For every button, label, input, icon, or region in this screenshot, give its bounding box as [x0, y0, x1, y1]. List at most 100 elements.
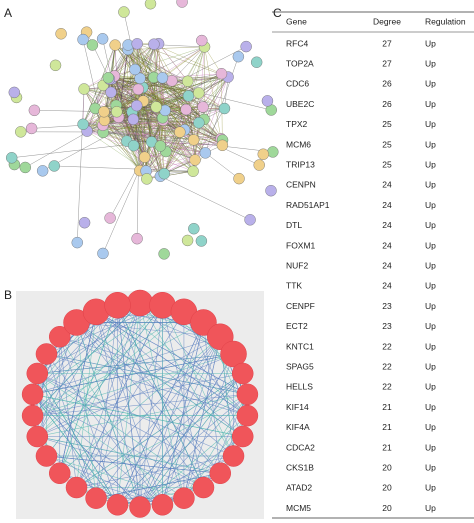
- edge: [127, 44, 225, 109]
- edge: [32, 304, 163, 395]
- edge: [95, 311, 221, 474]
- edge: [46, 455, 185, 499]
- node: [25, 122, 38, 135]
- edge: [115, 44, 154, 78]
- edge: [162, 336, 221, 505]
- edge: [193, 92, 200, 140]
- node: [174, 126, 186, 138]
- table-cell: HELLS: [286, 382, 313, 392]
- node: [35, 343, 58, 365]
- edge: [37, 311, 97, 437]
- table-cell: 20: [382, 462, 392, 472]
- edge: [127, 44, 196, 161]
- edge: [59, 336, 163, 505]
- edge: [59, 336, 248, 395]
- table-header: Degree: [373, 16, 401, 26]
- table-cell: KIF14: [286, 402, 309, 412]
- node: [21, 383, 44, 406]
- node: [49, 59, 62, 72]
- table-cell: Up: [425, 462, 436, 472]
- edge: [95, 89, 139, 109]
- edge: [162, 108, 225, 121]
- edge: [59, 311, 97, 474]
- edge: [110, 92, 157, 108]
- node: [97, 247, 109, 260]
- edge: [114, 75, 134, 146]
- table-cell: Up: [425, 442, 436, 452]
- table-cell: Up: [425, 281, 436, 291]
- node: [154, 140, 167, 152]
- table-cell: Up: [425, 159, 436, 169]
- table-cell: ECT2: [286, 321, 308, 331]
- edge: [110, 92, 185, 131]
- edge: [32, 394, 204, 488]
- node: [189, 154, 201, 166]
- node: [196, 34, 208, 47]
- edge: [32, 353, 234, 416]
- table-cell: CDCA2: [286, 442, 315, 452]
- edge: [139, 353, 234, 508]
- edge: [95, 311, 163, 505]
- node: [111, 106, 123, 118]
- table-cell: 27: [382, 38, 392, 48]
- node: [131, 38, 143, 50]
- edge: [102, 38, 112, 80]
- node: [158, 248, 170, 260]
- edge: [102, 110, 166, 254]
- node: [265, 184, 277, 197]
- edge: [37, 373, 204, 488]
- table-cell: 24: [382, 180, 392, 190]
- edge: [164, 132, 181, 174]
- node: [156, 72, 169, 84]
- panel-label: B: [4, 288, 12, 302]
- edge: [37, 305, 163, 437]
- table-cell: Up: [425, 99, 436, 109]
- edge: [76, 455, 234, 488]
- node: [141, 173, 153, 185]
- edge: [204, 46, 222, 139]
- edge: [139, 302, 185, 499]
- node: [144, 0, 157, 10]
- edge: [102, 43, 159, 133]
- node: [150, 101, 162, 113]
- node: [26, 362, 49, 385]
- table-cell: Up: [425, 79, 436, 89]
- table-cell: RAD51AP1: [286, 200, 330, 210]
- edge: [127, 44, 163, 78]
- edge: [101, 77, 163, 125]
- node: [232, 50, 245, 63]
- node: [126, 289, 154, 317]
- node: [180, 103, 192, 116]
- edge: [37, 373, 118, 505]
- node: [48, 325, 71, 348]
- table-cell: 20: [382, 503, 392, 513]
- node: [134, 72, 146, 85]
- edge: [162, 472, 221, 506]
- table-header: Regulation: [425, 16, 466, 26]
- table-cell: 22: [382, 341, 392, 351]
- edge: [109, 78, 240, 179]
- node: [131, 99, 143, 112]
- edge: [126, 80, 173, 142]
- node: [15, 126, 27, 138]
- edge: [164, 73, 222, 174]
- table-cell: TOP2A: [286, 58, 314, 68]
- node: [188, 222, 200, 235]
- table-cell: Up: [425, 220, 436, 230]
- node: [220, 340, 247, 368]
- table-cell: SPAG5: [286, 361, 314, 371]
- node: [65, 476, 88, 499]
- table-cell: ATAD2: [286, 483, 312, 493]
- edge: [139, 305, 163, 508]
- node: [199, 147, 212, 159]
- edge: [46, 353, 248, 416]
- node: [132, 83, 144, 96]
- table-cell: Up: [425, 321, 436, 331]
- edge: [151, 141, 165, 174]
- table-cell: MCM5: [286, 503, 311, 513]
- node: [78, 83, 90, 95]
- node: [195, 235, 208, 247]
- edge: [32, 394, 248, 416]
- edge: [117, 336, 221, 505]
- node: [5, 152, 18, 164]
